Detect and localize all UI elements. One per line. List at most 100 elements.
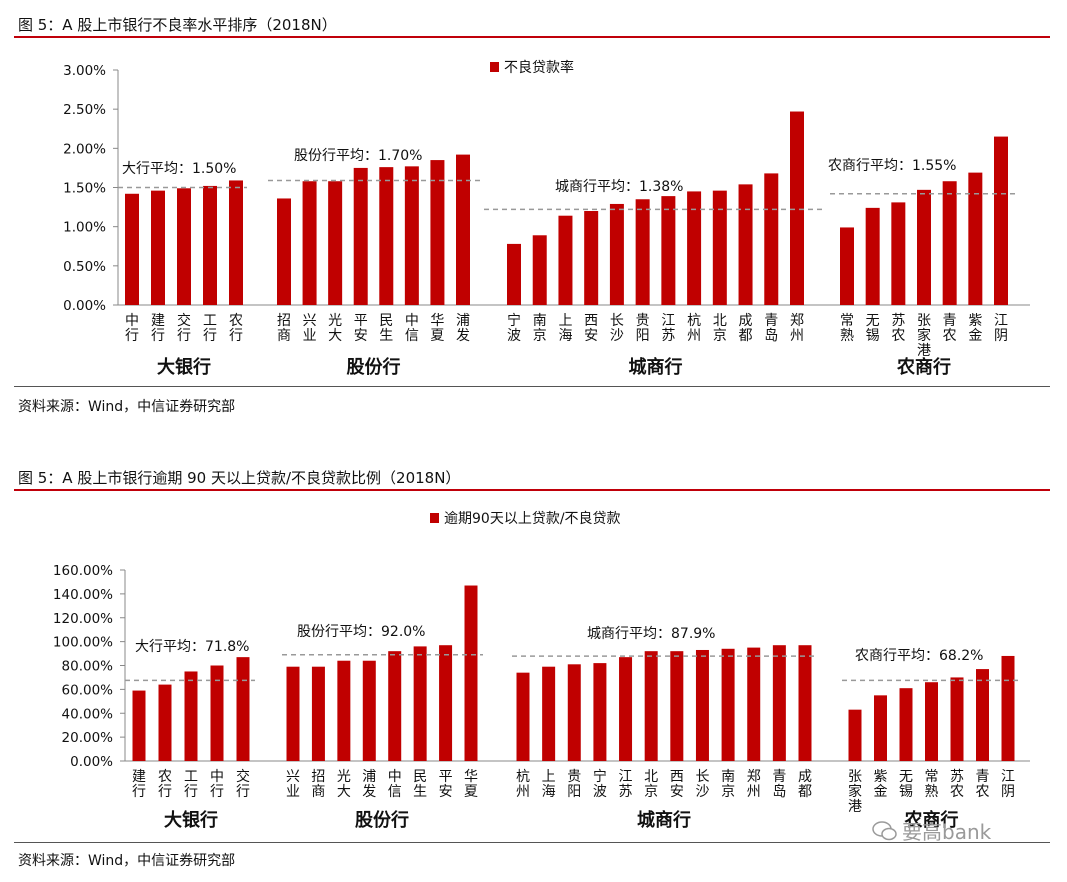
legend-label: 不良贷款率 <box>504 59 574 76</box>
x-tick-char: 青 <box>764 313 778 329</box>
x-tick-char: 北 <box>713 313 727 329</box>
average-label: 股份行平均：1.70% <box>294 148 422 164</box>
average-label: 农商行平均：68.2% <box>855 648 983 664</box>
x-tick-char: 港 <box>917 343 931 359</box>
bar <box>404 166 419 305</box>
y-tick-label: 60.00% <box>62 682 114 698</box>
x-tick-char: 行 <box>210 784 224 800</box>
y-tick-label: 3.00% <box>63 63 106 79</box>
x-tick-char: 京 <box>533 328 547 344</box>
bar <box>687 191 702 305</box>
bar <box>738 184 753 305</box>
x-tick-char: 苏 <box>661 328 675 344</box>
bar <box>430 160 445 305</box>
bar <box>891 202 906 305</box>
bar <box>609 203 624 305</box>
y-tick-label: 1.50% <box>63 181 106 197</box>
bar <box>670 651 684 761</box>
figure1-top-rule <box>14 36 1050 38</box>
bar <box>593 663 607 761</box>
bar <box>712 190 727 305</box>
bar <box>874 695 887 761</box>
y-tick-label: 120.00% <box>53 611 113 627</box>
x-tick-char: 常 <box>925 769 939 785</box>
x-tick-char: 行 <box>184 784 198 800</box>
average-label: 大行平均：71.8% <box>135 639 249 655</box>
bar <box>695 649 709 761</box>
bar <box>362 660 376 761</box>
x-tick-char: 安 <box>670 784 684 800</box>
bar <box>917 189 931 305</box>
y-tick-label: 40.00% <box>62 706 114 722</box>
x-tick-char: 沙 <box>610 328 624 344</box>
x-tick-char: 信 <box>405 328 419 344</box>
x-tick-char: 商 <box>277 328 291 344</box>
figure1-source: 资料来源：Wind，中信证券研究部 <box>18 399 236 415</box>
y-tick-label: 2.00% <box>63 141 106 157</box>
x-tick-char: 南 <box>721 769 735 785</box>
x-tick-char: 兴 <box>303 313 317 329</box>
x-tick-char: 无 <box>866 313 880 329</box>
x-tick-char: 州 <box>516 784 530 800</box>
x-tick-char: 农 <box>950 784 964 800</box>
x-tick-char: 贵 <box>636 313 650 329</box>
x-tick-char: 沙 <box>695 784 709 800</box>
y-tick-label: 160.00% <box>53 563 113 579</box>
watermark-text: 要高bank <box>902 820 992 844</box>
bar <box>388 651 402 761</box>
x-tick-char: 贵 <box>567 769 581 785</box>
x-tick-char: 安 <box>354 328 368 344</box>
x-tick-char: 上 <box>542 769 556 785</box>
x-tick-char: 州 <box>687 328 701 344</box>
x-tick-char: 上 <box>558 313 572 329</box>
x-tick-char: 长 <box>610 313 624 329</box>
bar <box>1001 655 1015 761</box>
figure2-top-rule <box>14 489 1050 491</box>
average-label: 城商行平均：1.38% <box>555 179 683 195</box>
x-tick-char: 中 <box>210 769 224 785</box>
x-tick-char: 大 <box>328 328 342 344</box>
x-tick-char: 夏 <box>430 328 444 344</box>
x-tick-char: 无 <box>899 769 913 785</box>
x-tick-char: 郑 <box>790 313 804 329</box>
x-tick-char: 金 <box>968 328 982 344</box>
x-tick-char: 工 <box>203 313 217 329</box>
bar <box>764 173 779 305</box>
x-tick-char: 长 <box>695 769 709 785</box>
y-tick-label: 0.00% <box>63 298 106 314</box>
x-tick-char: 中 <box>388 769 402 785</box>
figure1-title: 图 5：A 股上市银行不良率水平排序（2018N） <box>18 16 337 34</box>
group-label: 城商行 <box>637 809 691 831</box>
x-tick-char: 浦 <box>456 313 470 329</box>
x-tick-char: 行 <box>177 328 191 344</box>
x-tick-char: 行 <box>125 328 139 344</box>
x-tick-char: 工 <box>184 769 198 785</box>
x-tick-char: 青 <box>976 769 990 785</box>
x-tick-char: 阳 <box>636 328 650 344</box>
bar <box>379 167 394 305</box>
x-tick-char: 农 <box>943 328 957 344</box>
bar <box>558 215 573 305</box>
wechat-icon <box>872 821 897 841</box>
x-tick-char: 紫 <box>874 769 888 785</box>
x-tick-char: 光 <box>337 769 351 785</box>
x-tick-char: 张 <box>848 769 862 785</box>
bar <box>277 198 291 305</box>
bar <box>584 211 599 305</box>
bar <box>772 645 786 761</box>
x-tick-char: 农 <box>976 784 990 800</box>
x-tick-char: 张 <box>917 313 931 329</box>
bar <box>532 235 547 305</box>
x-tick-char: 海 <box>558 328 572 344</box>
x-tick-char: 业 <box>286 784 300 800</box>
bar <box>635 199 650 305</box>
x-tick-char: 宁 <box>593 768 607 785</box>
x-tick-char: 岛 <box>764 328 778 344</box>
x-tick-char: 西 <box>670 769 684 785</box>
bar <box>619 657 633 761</box>
legend-swatch <box>490 62 499 72</box>
x-tick-char: 夏 <box>464 784 478 800</box>
x-tick-char: 华 <box>464 769 478 785</box>
x-tick-char: 熟 <box>925 784 939 800</box>
bar <box>899 688 913 761</box>
